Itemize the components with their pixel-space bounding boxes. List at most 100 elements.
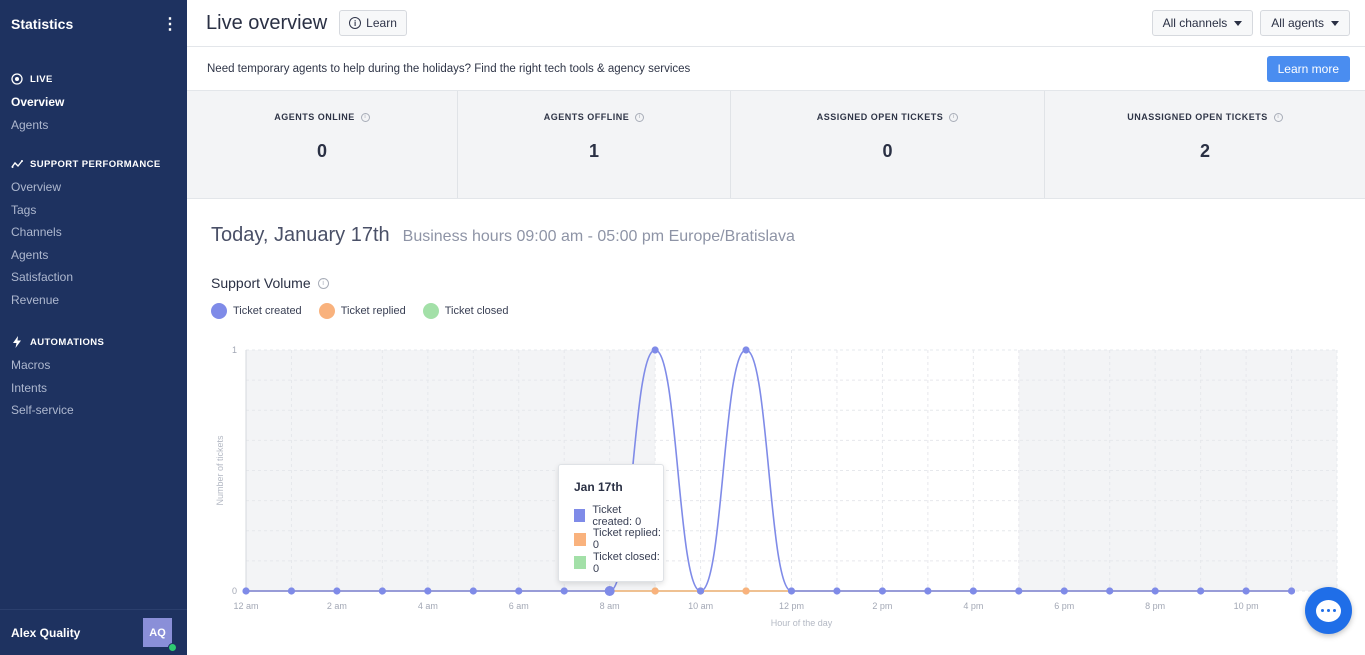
x-tick-label: 6 am <box>509 601 529 611</box>
data-point-ticket-created[interactable] <box>1197 587 1205 595</box>
x-tick-label: 8 am <box>600 601 620 611</box>
live-circle-icon <box>11 73 23 85</box>
info-icon[interactable]: i <box>949 112 959 122</box>
data-point-ticket-replied[interactable] <box>651 587 659 595</box>
data-point-ticket-created[interactable] <box>1242 587 1250 595</box>
data-point-ticket-created[interactable] <box>1287 587 1296 595</box>
sidebar-item-revenue[interactable]: Revenue <box>11 292 60 307</box>
learn-button[interactable]: i Learn <box>339 10 407 36</box>
sidebar-item-tags[interactable]: Tags <box>11 202 37 217</box>
stat-label-wrap: ASSIGNED OPEN TICKETS i <box>817 112 959 122</box>
sidebar-section-header-automations: AUTOMATIONS <box>0 334 187 350</box>
sidebar-item-performance-overview[interactable]: Overview <box>11 180 62 194</box>
data-point-ticket-created[interactable] <box>424 587 432 595</box>
tooltip-row: Ticket replied: 0 <box>574 527 663 551</box>
x-tick-label: 4 pm <box>963 601 983 611</box>
chat-bubble-icon <box>1316 599 1341 622</box>
tooltip-row: Ticket created: 0 <box>574 504 663 528</box>
agents-dropdown-label: All agents <box>1271 16 1324 30</box>
info-icon[interactable]: i <box>317 277 329 289</box>
legend-item-ticket-created[interactable]: Ticket created <box>211 303 302 319</box>
stat-agents-offline: AGENTS OFFLINE i 1 <box>458 91 731 198</box>
x-tick-label: 2 pm <box>872 601 892 611</box>
data-point-ticket-created[interactable] <box>651 346 659 354</box>
promo-banner: Need temporary agents to help during the… <box>187 47 1365 91</box>
agents-dropdown[interactable]: All agents <box>1260 10 1350 36</box>
data-point-ticket-created[interactable] <box>878 587 887 595</box>
legend-label: Ticket closed <box>444 305 509 317</box>
info-icon[interactable]: i <box>635 112 645 122</box>
data-point-ticket-created[interactable] <box>287 587 296 595</box>
data-point-ticket-created[interactable] <box>515 587 523 595</box>
main-content: Live overview i Learn All channels All a… <box>187 0 1365 655</box>
x-tick-label: 10 pm <box>1234 601 1259 611</box>
kebab-menu-icon[interactable]: ⋮ <box>162 16 178 33</box>
channels-dropdown[interactable]: All channels <box>1151 10 1254 36</box>
legend-swatch <box>211 303 227 319</box>
sidebar-item-self-service[interactable]: Self-service <box>11 403 74 417</box>
x-tick-label: 12 am <box>233 601 258 611</box>
x-axis-label: Hour of the day <box>771 618 833 628</box>
x-tick-label: 2 am <box>327 601 347 611</box>
info-icon[interactable]: i <box>1273 112 1283 122</box>
support-volume-chart: 0 1 12 am 2 am 4 am 6 am 8 am 10 am 12 pm 2 pm 4 p… <box>215 345 1338 628</box>
stat-label-wrap: UNASSIGNED OPEN TICKETS i <box>1127 112 1283 122</box>
legend-item-ticket-replied[interactable]: Ticket replied <box>318 303 406 319</box>
data-point-ticket-created[interactable] <box>742 346 750 354</box>
tooltip-title: Jan 17th <box>574 480 623 494</box>
sidebar-item-channels[interactable]: Channels <box>11 225 62 239</box>
sidebar-item-satisfaction[interactable]: Satisfaction <box>11 270 74 284</box>
y-tick-label: 0 <box>232 586 237 596</box>
data-point-ticket-created[interactable] <box>469 587 477 595</box>
data-point-ticket-replied[interactable] <box>742 587 750 595</box>
sidebar-header: Statistics ⋮ <box>0 0 187 48</box>
data-point-ticket-created[interactable] <box>969 587 977 595</box>
data-point-ticket-created[interactable] <box>560 587 568 595</box>
sidebar-section-label: SUPPORT PERFORMANCE <box>30 158 161 170</box>
data-point-ticket-created[interactable] <box>604 586 615 596</box>
user-name: Alex Quality <box>11 625 81 640</box>
data-point-ticket-created[interactable] <box>1151 587 1159 595</box>
online-status-dot <box>168 643 177 652</box>
stat-assigned-open-tickets: ASSIGNED OPEN TICKETS i 0 <box>731 91 1045 198</box>
tooltip-swatch <box>574 509 586 523</box>
data-point-ticket-created[interactable] <box>696 587 705 595</box>
banner-text: Need temporary agents to help during the… <box>207 62 691 75</box>
data-point-ticket-created[interactable] <box>1106 587 1114 595</box>
data-point-ticket-created[interactable] <box>924 587 932 595</box>
data-point-ticket-created[interactable] <box>378 587 386 595</box>
page-title: Live overview <box>206 11 328 34</box>
sidebar-item-macros[interactable]: Macros <box>11 358 51 372</box>
caret-down-icon <box>1331 20 1339 26</box>
sidebar-item-performance-agents[interactable]: Agents <box>11 247 49 262</box>
sidebar-section-live: LIVE Overview Agents <box>0 71 187 136</box>
x-tick-label: 4 am <box>418 601 438 611</box>
data-point-ticket-created[interactable] <box>787 587 796 595</box>
data-point-ticket-created[interactable] <box>242 587 250 595</box>
data-point-ticket-created[interactable] <box>1060 587 1068 595</box>
info-icon[interactable]: i <box>360 112 370 122</box>
sidebar-item-live-overview[interactable]: Overview <box>11 95 65 109</box>
support-volume-title: Support Volume i <box>211 275 329 291</box>
data-point-ticket-created[interactable] <box>333 587 341 595</box>
legend-item-ticket-closed[interactable]: Ticket closed <box>422 303 509 319</box>
stat-unassigned-open-tickets: UNASSIGNED OPEN TICKETS i 2 <box>1045 91 1365 198</box>
channels-dropdown-label: All channels <box>1162 16 1228 30</box>
support-volume-label: Support Volume <box>211 275 311 291</box>
data-point-ticket-created[interactable] <box>833 587 841 595</box>
stat-value: 0 <box>316 141 327 161</box>
trend-icon <box>11 158 23 170</box>
chart-tooltip: Jan 17th Ticket created: 0 Ticket replie… <box>558 464 664 582</box>
avatar[interactable]: AQ <box>143 618 177 652</box>
sidebar-section-label: LIVE <box>30 73 53 85</box>
learn-more-button[interactable]: Learn more <box>1266 55 1350 82</box>
chat-widget-button[interactable] <box>1305 587 1352 634</box>
sidebar-item-live-agents[interactable]: Agents <box>11 117 49 132</box>
tooltip-swatch <box>574 532 586 546</box>
caret-down-icon <box>1234 20 1243 26</box>
data-point-ticket-created[interactable] <box>1015 587 1023 595</box>
chart-legend: Ticket created Ticket replied Ticket clo… <box>211 303 509 319</box>
sidebar-item-intents[interactable]: Intents <box>11 380 48 395</box>
tooltip-swatch <box>574 556 586 570</box>
x-tick-label: 12 pm <box>779 601 804 611</box>
